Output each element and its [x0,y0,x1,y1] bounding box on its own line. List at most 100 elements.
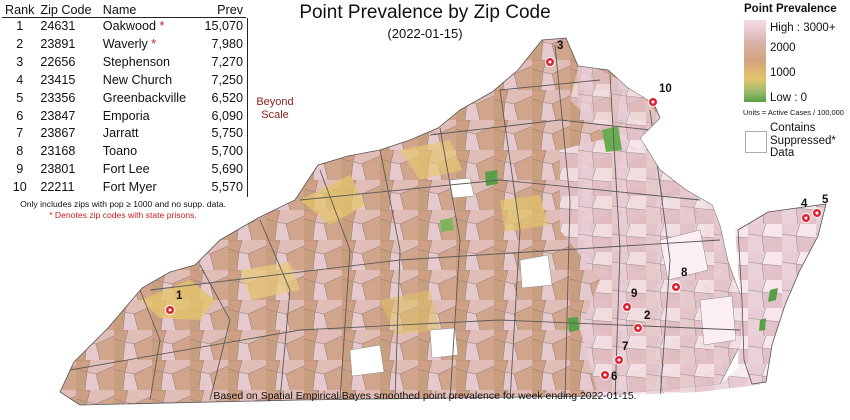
cell-rank: 4 [16,72,24,87]
cell-rank: 10 [12,180,27,195]
marker-5[interactable] [812,208,822,218]
cell-name: Jarratt [100,125,198,143]
marker-label-9: 9 [631,288,638,300]
header-zip: Zip Code [37,2,100,18]
cell-rank: 9 [16,162,24,177]
prison-star: * [159,19,165,33]
supp-line1: Contains [770,122,816,134]
name-text: Fort Lee [102,162,150,177]
table-notes: Only includes zips with pop ≥ 1000 and n… [0,199,246,221]
name-text: New Church [102,72,173,87]
cell-prev: 5,570 [211,180,243,195]
table-row: 5 23356 Greenbackville 6,520 [2,90,246,108]
header-rank: Rank [2,2,38,18]
table-row: 2 23891 Waverly * 7,980 [2,36,246,54]
table-row: 8 23168 Toano 5,700 [2,143,246,161]
cell-rank: 5 [16,90,24,105]
cell-name: Emporia [100,108,198,126]
table-row: 6 23847 Emporia 6,090 [2,108,246,126]
footer-caption: Based on Spatial Empirical Bayes smoothe… [213,390,637,402]
cell-name: Toano [100,143,198,161]
cell-zip: 23891 [40,36,76,51]
marker-6[interactable] [600,370,610,380]
legend-units: Units = Active Cases / 100,000 [743,108,844,117]
marker-4[interactable] [801,213,811,223]
table-row: 3 22656 Stephenson 7,270 [2,54,246,72]
beyond-scale-label: Beyond Scale [249,96,301,122]
cell-zip: 23415 [40,72,76,87]
cell-name: Fort Lee [100,161,198,179]
marker-label-1: 1 [176,290,183,302]
cell-rank: 1 [16,19,24,33]
marker-label-2: 2 [644,310,651,322]
supp-line2: Suppressed* [770,134,836,147]
marker-1[interactable] [165,305,175,315]
marker-label-4: 4 [801,198,808,210]
marker-label-8: 8 [681,267,688,279]
cell-prev: 15,070 [204,19,243,33]
table-bracket [247,18,248,197]
eastern-shore [737,203,827,385]
cell-zip: 22211 [40,180,75,195]
table-row: 9 23801 Fort Lee 5,690 [2,161,246,179]
cell-name: Waverly * [100,36,198,54]
marker-label-7: 7 [622,341,629,353]
table-row: 7 23867 Jarratt 5,750 [2,125,246,143]
cell-zip: 23801 [40,162,76,177]
map-subtitle: (2022-01-15) [387,26,463,41]
name-text: Fort Myer [102,180,157,195]
table-row: 10 22211 Fort Myer 5,570 [2,179,246,197]
marker-9[interactable] [622,302,632,312]
cell-prev: 6,520 [211,90,243,105]
suppressed-swatch [745,131,767,153]
name-text: Toano [102,144,138,159]
cell-rank: 2 [16,36,24,51]
legend-low: Low : 0 [770,92,808,104]
table-row: 1 24631 Oakwood * 15,070 [2,18,246,36]
marker-10[interactable] [648,97,658,107]
cell-rank: 7 [16,126,24,141]
supp-line3: Data [770,147,795,159]
cell-rank: 8 [16,144,24,159]
marker-label-10: 10 [659,83,672,95]
legend-2000: 2000 [770,42,796,54]
name-text: Waverly [102,36,148,51]
table-row: 4 23415 New Church 7,250 [2,72,246,90]
cell-rank: 3 [16,54,24,69]
legend-1000: 1000 [770,67,796,79]
name-text: Jarratt [102,126,139,141]
cell-name: Oakwood * [100,18,198,36]
note-pop-threshold: Only includes zips with pop ≥ 1000 and n… [20,199,226,209]
name-text: Oakwood [102,19,156,33]
cell-name: Fort Myer [100,179,198,197]
cell-zip: 23356 [40,90,76,105]
name-text: Stephenson [102,54,171,69]
marker-label-3: 3 [557,40,564,52]
marker-2[interactable] [633,323,643,333]
name-text: Emporia [102,108,150,123]
marker-7[interactable] [614,355,624,365]
cell-zip: 23847 [40,108,76,123]
suppressed-label: Contains Suppressed* Data [770,122,845,160]
marker-8[interactable] [671,282,681,292]
beyond-line1: Beyond [256,96,294,108]
cell-rank: 6 [16,108,24,123]
cell-prev: 5,750 [211,126,243,141]
marker-3[interactable] [545,57,555,67]
legend-high: High : 3000+ [770,22,836,34]
legend-color-ramp [744,20,766,102]
cell-name: New Church [100,72,198,90]
cell-prev: 5,700 [211,144,243,159]
prison-star: * [151,36,157,51]
cell-name: Greenbackville [100,90,198,108]
legend-title: Point Prevalence [744,3,837,15]
cell-zip: 22656 [40,54,76,69]
table-header-row: Rank Zip Code Name Prev [2,2,246,18]
cell-name: Stephenson [100,54,198,72]
name-text: Greenbackville [102,90,187,105]
cell-zip: 23168 [40,144,76,159]
cell-prev: 7,250 [211,72,243,87]
cell-zip: 24631 [40,19,76,33]
note-prisons: * Denotes zip codes with state prisons. [49,210,197,220]
